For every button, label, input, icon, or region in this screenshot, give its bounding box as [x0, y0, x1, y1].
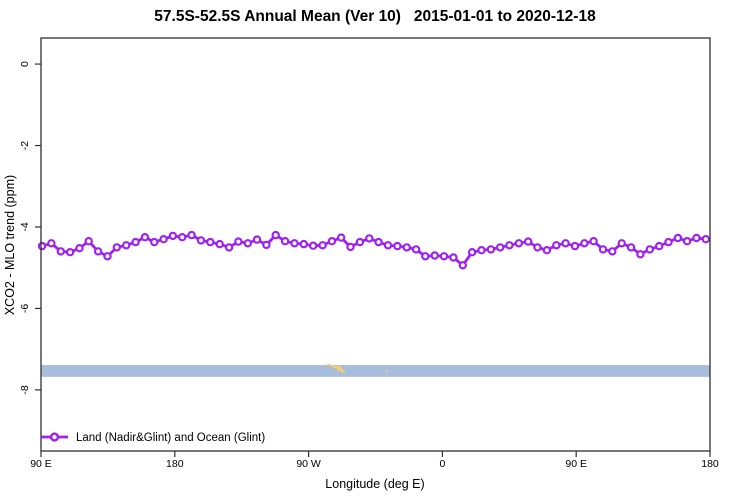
data-point-marker	[337, 233, 346, 242]
data-point-marker	[206, 237, 215, 247]
data-point-marker	[56, 247, 66, 256]
data-point-marker	[430, 251, 439, 260]
data-point-marker	[271, 230, 280, 240]
land-mark	[385, 369, 388, 372]
legend-label: Land (Nadir&Glint) and Ocean (Glint)	[76, 432, 265, 444]
plot-frame	[40, 37, 711, 452]
data-point-marker	[626, 243, 636, 252]
data-point-marker	[533, 243, 542, 252]
data-point-marker	[514, 239, 524, 248]
data-point-marker	[598, 245, 608, 254]
data-point-marker	[402, 243, 411, 252]
data-point-marker	[496, 243, 505, 252]
data-point-marker	[383, 241, 393, 250]
data-point-marker	[177, 232, 187, 242]
data-point-marker	[187, 230, 196, 240]
data-point-marker	[561, 239, 570, 248]
data-point-marker	[355, 237, 365, 247]
data-point-marker	[580, 239, 589, 248]
data-point-marker	[280, 236, 290, 246]
data-point-marker	[552, 241, 561, 250]
data-point-marker	[150, 237, 159, 247]
data-point-marker	[65, 247, 75, 257]
x-tick-label: 90 E	[565, 458, 587, 470]
data-point-marker	[121, 241, 131, 250]
data-point-marker	[47, 239, 56, 248]
data-point-marker	[75, 243, 84, 253]
land-mark	[330, 365, 335, 368]
chart-title: 57.5S-52.5S Annual Mean (Ver 10) 2015-01…	[154, 8, 596, 25]
data-point-marker	[327, 236, 337, 246]
data-point-marker	[374, 237, 383, 247]
data-point-marker	[439, 252, 449, 261]
data-point-marker	[673, 233, 683, 243]
data-point-marker	[243, 239, 252, 248]
data-point-marker	[196, 236, 206, 245]
land-mark	[334, 365, 342, 369]
data-point-marker	[486, 245, 496, 254]
data-point-marker	[103, 252, 112, 261]
data-point-marker	[318, 241, 327, 250]
data-point-marker	[365, 234, 374, 243]
data-point-marker	[37, 241, 47, 251]
data-point-marker	[159, 234, 168, 244]
legend-marker-icon	[49, 432, 60, 442]
land-mark	[341, 370, 346, 373]
data-point-marker	[411, 245, 421, 254]
data-point-marker	[570, 241, 580, 251]
data-point-marker	[215, 239, 224, 249]
y-axis-title: XCO2 - MLO trend (ppm)	[3, 175, 17, 315]
x-tick-label: 180	[166, 458, 184, 470]
data-point-marker	[467, 247, 477, 257]
data-point-marker	[421, 252, 430, 261]
data-point-marker	[346, 242, 355, 252]
x-tick-label: 90 W	[296, 458, 321, 470]
data-point-marker	[477, 245, 486, 255]
x-axis-title: Longitude (deg E)	[325, 477, 424, 491]
data-point-marker	[93, 247, 103, 256]
data-point-marker	[299, 239, 308, 249]
data-point-marker	[140, 232, 150, 242]
data-point-marker	[701, 234, 711, 244]
x-tick-label: 90 E	[30, 458, 52, 470]
data-point-marker	[262, 240, 271, 250]
y-tick-label: -6	[19, 304, 31, 313]
data-point-marker	[309, 241, 318, 250]
data-point-marker	[393, 241, 402, 251]
y-tick-label: -8	[19, 385, 31, 394]
legend: Land (Nadir&Glint) and Ocean (Glint)	[41, 432, 265, 444]
x-tick-label: 180	[701, 458, 719, 470]
data-point-marker	[224, 243, 234, 252]
data-point-marker	[542, 245, 552, 255]
ocean-band	[41, 365, 710, 377]
data-point-marker	[112, 243, 122, 252]
y-tick-label: -4	[19, 222, 31, 231]
y-tick-label: 0	[19, 61, 31, 67]
data-point-marker	[664, 237, 673, 247]
x-tick-label: 0	[439, 458, 445, 470]
data-point-marker	[655, 241, 664, 251]
data-point-marker	[290, 239, 299, 248]
data-point-marker	[524, 237, 533, 246]
data-point-marker	[131, 237, 140, 247]
data-point-marker	[645, 245, 655, 254]
data-point-marker	[458, 261, 467, 270]
data-point-marker	[449, 253, 458, 262]
data-point-marker	[636, 250, 645, 259]
land-mark	[327, 363, 331, 366]
data-point-marker	[505, 241, 514, 250]
data-point-marker	[168, 231, 178, 241]
land-mark	[336, 368, 343, 371]
data-point-marker	[252, 235, 262, 244]
data-point-marker	[234, 237, 243, 246]
data-point-marker	[589, 236, 598, 246]
data-point-marker	[692, 233, 701, 243]
y-tick-label: -2	[19, 141, 31, 150]
data-point-marker	[84, 236, 93, 246]
data-point-marker	[682, 236, 692, 246]
data-point-marker	[608, 247, 617, 256]
data-point-marker	[617, 239, 626, 248]
